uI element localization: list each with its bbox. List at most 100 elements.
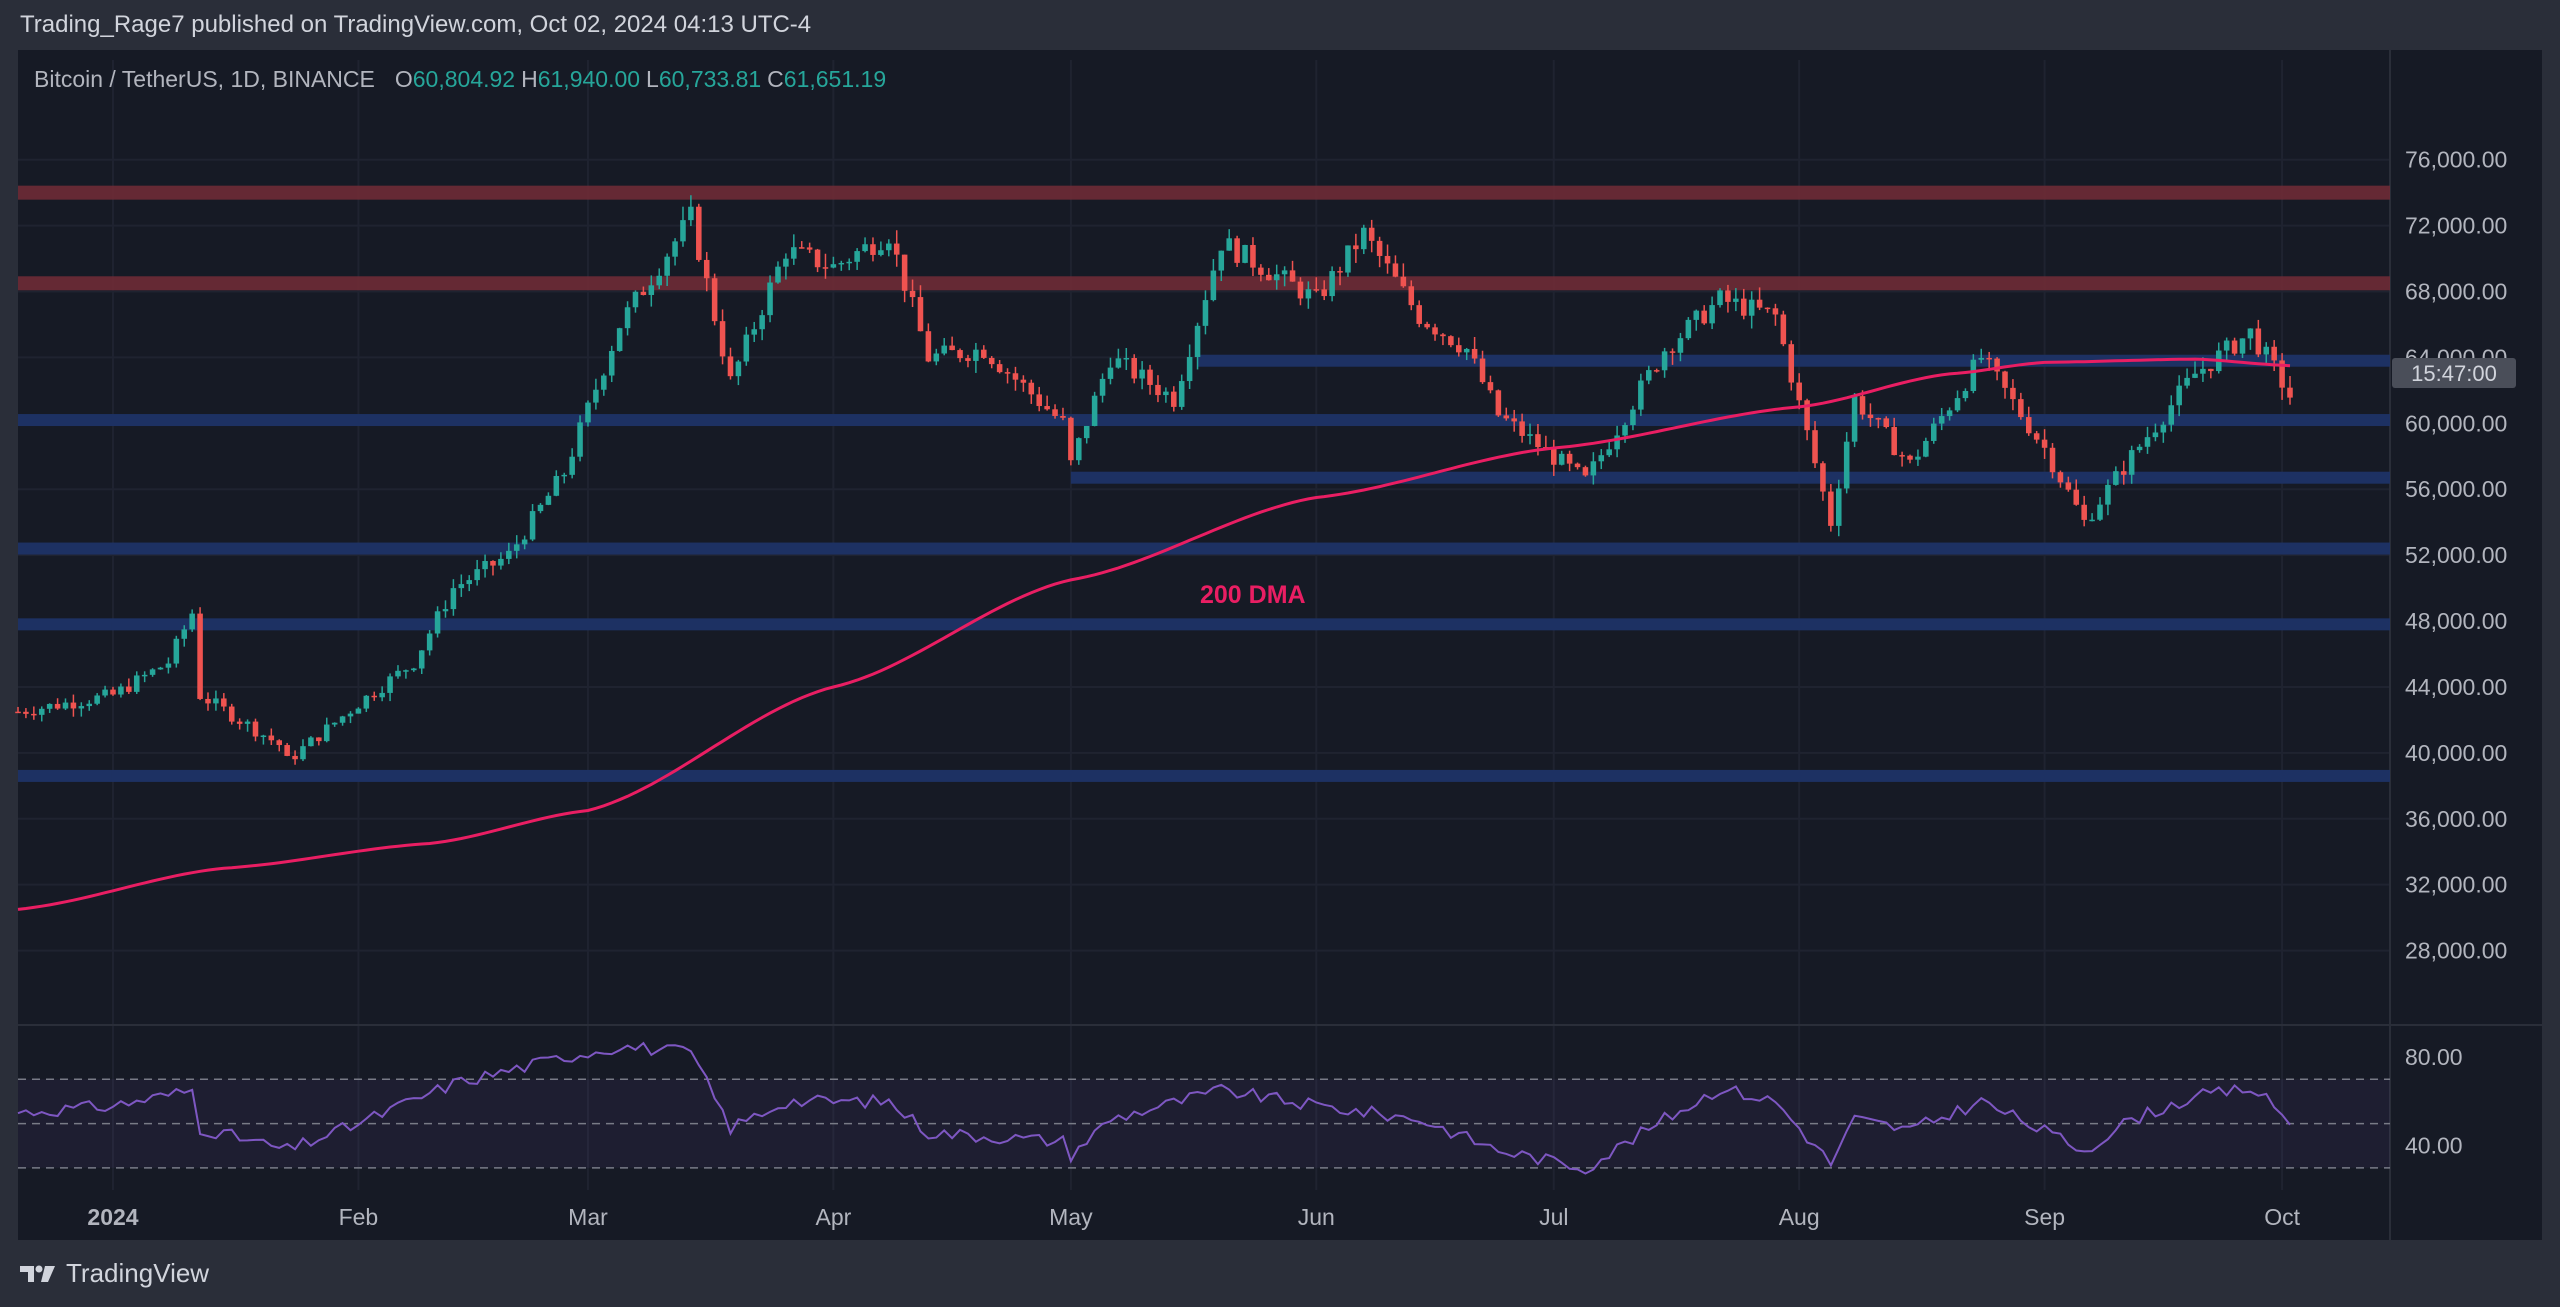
price-chart[interactable]: 76,000.0072,000.0068,000.0064,000.0060,0… — [0, 0, 2560, 1240]
candle-body — [118, 686, 124, 695]
candle-body — [2223, 340, 2230, 351]
candle-body — [1978, 357, 1985, 360]
candle-body — [1962, 390, 1969, 399]
candle-body — [1986, 357, 1992, 360]
candle-body — [1915, 456, 1921, 460]
candle-body — [1234, 238, 1240, 263]
candle-body — [949, 345, 955, 351]
candle-body — [553, 476, 560, 496]
candle-body — [1448, 336, 1454, 346]
candle-body — [2271, 346, 2277, 361]
candle-body — [1970, 359, 1977, 391]
candle-body — [2097, 504, 2103, 520]
candle-body — [411, 668, 417, 671]
candle-body — [110, 689, 116, 695]
candle-body — [1646, 370, 1652, 381]
low-label: L — [646, 66, 659, 92]
candle-body — [751, 329, 757, 335]
grid-lines — [18, 50, 2542, 1240]
candle-body — [696, 206, 702, 260]
ma-annotation: 200 DMA — [1200, 581, 1306, 609]
price-tick-label: 56,000.00 — [2405, 476, 2507, 502]
candle-body — [1630, 409, 1636, 426]
price-tick-label: 32,000.00 — [2405, 872, 2507, 898]
candle-body — [2010, 387, 2016, 400]
low-value: 60,733.81 — [658, 66, 762, 92]
candle-body — [893, 243, 900, 255]
candle-body — [379, 692, 385, 698]
candle-body — [323, 724, 330, 742]
resistance-zone — [18, 185, 2390, 200]
candle-body — [2160, 424, 2167, 433]
candle-body — [561, 474, 568, 477]
candle-body — [521, 539, 528, 545]
candle-body — [2033, 433, 2040, 440]
candle-body — [2200, 368, 2206, 374]
candle-body — [387, 676, 393, 693]
candle-body — [2279, 360, 2285, 388]
candle-body — [292, 755, 298, 760]
candle-body — [798, 247, 805, 249]
candle-body — [965, 358, 971, 361]
price-axis: 76,000.0072,000.0068,000.0064,000.0060,0… — [2405, 147, 2507, 964]
candle-body — [1503, 415, 1510, 419]
candle-body — [1923, 440, 1929, 457]
candle-body — [1337, 271, 1343, 273]
ma-200-line — [17, 357, 2291, 911]
candle-body — [1938, 416, 1945, 424]
candle-body — [545, 495, 552, 505]
candle-body — [1574, 463, 1581, 468]
candle-body — [743, 334, 750, 362]
candle-body — [1258, 267, 1264, 275]
candle-body — [862, 244, 868, 252]
time-tick-label: Jul — [1539, 1204, 1568, 1230]
candle-body — [1440, 334, 1446, 337]
candle-body — [23, 711, 29, 714]
candlestick-series — [15, 195, 2293, 765]
candle-body — [2041, 439, 2048, 448]
candle-body — [1733, 298, 1739, 302]
candle-body — [46, 703, 53, 709]
candle-body — [529, 511, 536, 540]
candle-body — [2002, 371, 2008, 388]
publish-header: Trading_Rage7 published on TradingView.c… — [0, 0, 2560, 50]
candle-body — [276, 740, 283, 746]
candle-body — [355, 708, 362, 714]
candle-body — [1764, 307, 1771, 310]
candle-body — [197, 613, 203, 699]
candle-body — [1242, 244, 1248, 263]
candle-body — [1432, 327, 1438, 335]
tradingview-logo[interactable]: TradingView — [18, 1258, 209, 1289]
candle-body — [933, 353, 940, 362]
candle-body — [814, 249, 821, 268]
candle-body — [1638, 380, 1644, 410]
candle-body — [1028, 382, 1035, 395]
candle-body — [1590, 461, 1597, 476]
candle-body — [1400, 276, 1407, 287]
candle-body — [569, 456, 575, 475]
candle-body — [735, 361, 742, 377]
candle-body — [2287, 387, 2293, 398]
candle-body — [2247, 328, 2254, 339]
candle-body — [1946, 410, 1953, 417]
candle-body — [181, 629, 188, 639]
candle-body — [1068, 417, 1074, 461]
candle-body — [1685, 319, 1692, 339]
candle-body — [886, 243, 892, 251]
candle-body — [2184, 377, 2190, 386]
candle-body — [1519, 421, 1525, 436]
candle-body — [466, 580, 473, 585]
chart-frame[interactable] — [18, 50, 2542, 1240]
candle-body — [2120, 471, 2127, 475]
symbol-label: Bitcoin / TetherUS, 1D, BINANCE — [34, 66, 375, 92]
candle-body — [1471, 348, 1478, 359]
candle-body — [2168, 405, 2175, 425]
candle-body — [228, 706, 235, 722]
candle-body — [102, 689, 108, 696]
candle-body — [418, 650, 425, 669]
candle-body — [1479, 358, 1486, 383]
candle-body — [1368, 227, 1375, 241]
candle-body — [711, 278, 718, 322]
candle-body — [846, 261, 852, 264]
candle-body — [15, 711, 21, 714]
